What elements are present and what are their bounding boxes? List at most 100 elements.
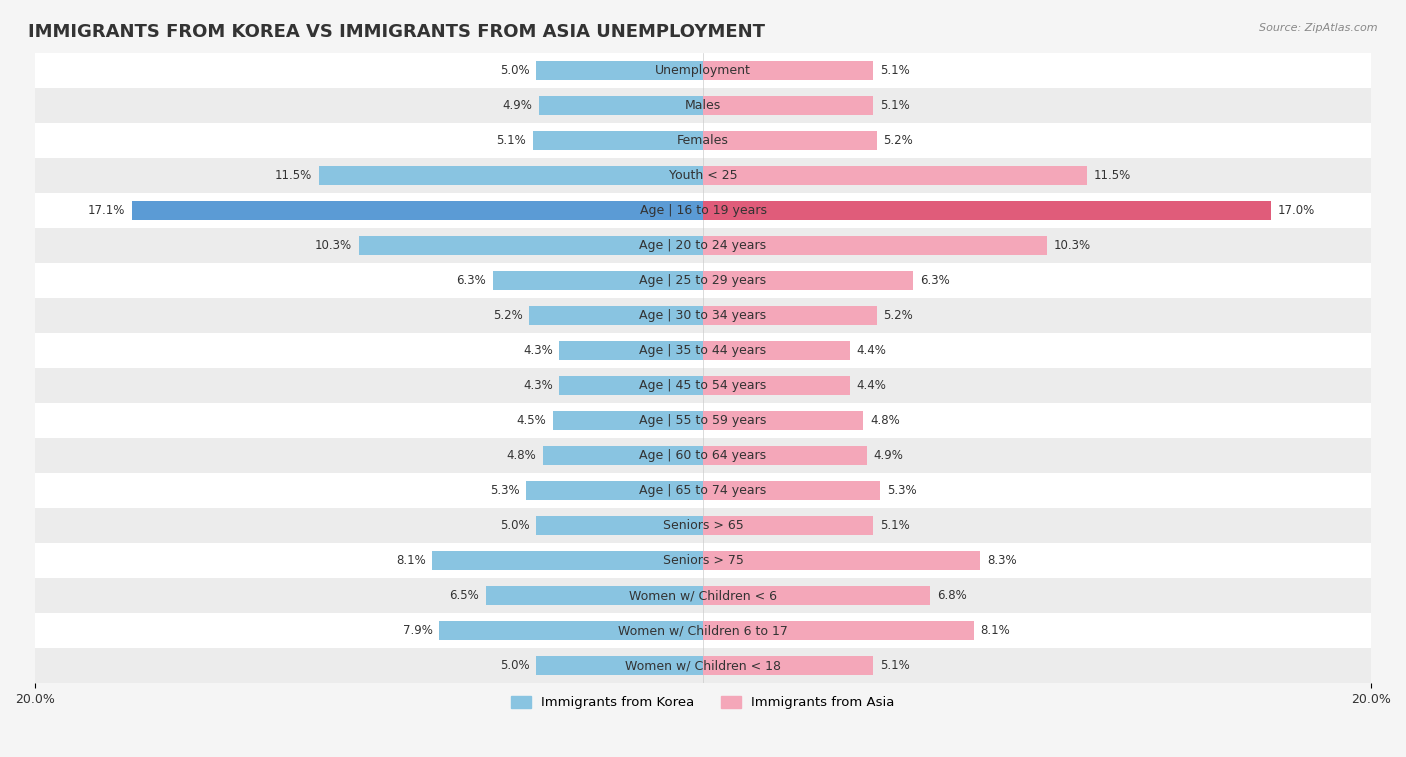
Bar xyxy=(703,656,873,675)
Text: Age | 16 to 19 years: Age | 16 to 19 years xyxy=(640,204,766,217)
Text: Females: Females xyxy=(678,134,728,147)
Text: 4.4%: 4.4% xyxy=(856,344,887,357)
Text: 5.2%: 5.2% xyxy=(883,309,912,322)
Text: 5.3%: 5.3% xyxy=(489,484,519,497)
Bar xyxy=(359,236,703,255)
Bar xyxy=(529,306,703,326)
Text: 4.3%: 4.3% xyxy=(523,379,553,392)
Text: Males: Males xyxy=(685,99,721,112)
Text: 17.0%: 17.0% xyxy=(1278,204,1315,217)
Text: 5.2%: 5.2% xyxy=(883,134,912,147)
Text: 5.1%: 5.1% xyxy=(496,134,526,147)
Bar xyxy=(35,333,1371,368)
Bar xyxy=(35,578,1371,613)
Bar xyxy=(35,123,1371,158)
Bar xyxy=(533,131,703,150)
Text: 8.3%: 8.3% xyxy=(987,554,1017,567)
Text: IMMIGRANTS FROM KOREA VS IMMIGRANTS FROM ASIA UNEMPLOYMENT: IMMIGRANTS FROM KOREA VS IMMIGRANTS FROM… xyxy=(28,23,765,41)
Text: 4.9%: 4.9% xyxy=(873,449,903,463)
Text: 8.1%: 8.1% xyxy=(396,554,426,567)
Bar xyxy=(703,516,873,535)
Text: 17.1%: 17.1% xyxy=(87,204,125,217)
Bar xyxy=(536,61,703,80)
Bar xyxy=(703,201,1271,220)
Text: 11.5%: 11.5% xyxy=(276,169,312,182)
Text: 5.0%: 5.0% xyxy=(499,659,529,672)
Text: Age | 55 to 59 years: Age | 55 to 59 years xyxy=(640,414,766,427)
Bar xyxy=(703,481,880,500)
Text: Age | 45 to 54 years: Age | 45 to 54 years xyxy=(640,379,766,392)
Bar xyxy=(439,621,703,640)
Bar xyxy=(553,411,703,430)
Text: Age | 20 to 24 years: Age | 20 to 24 years xyxy=(640,239,766,252)
Text: 4.9%: 4.9% xyxy=(503,99,533,112)
Bar xyxy=(132,201,703,220)
Text: Women w/ Children 6 to 17: Women w/ Children 6 to 17 xyxy=(619,625,787,637)
Text: 4.3%: 4.3% xyxy=(523,344,553,357)
Text: 4.8%: 4.8% xyxy=(506,449,536,463)
Text: 4.8%: 4.8% xyxy=(870,414,900,427)
Text: 4.5%: 4.5% xyxy=(516,414,546,427)
Text: Age | 60 to 64 years: Age | 60 to 64 years xyxy=(640,449,766,463)
Text: 10.3%: 10.3% xyxy=(315,239,353,252)
Bar xyxy=(433,551,703,570)
Text: 5.1%: 5.1% xyxy=(880,99,910,112)
Bar xyxy=(560,376,703,395)
Text: 5.1%: 5.1% xyxy=(880,659,910,672)
Text: Seniors > 75: Seniors > 75 xyxy=(662,554,744,567)
Bar xyxy=(703,166,1087,185)
Text: 6.3%: 6.3% xyxy=(456,274,486,287)
Bar xyxy=(35,228,1371,263)
Bar xyxy=(536,516,703,535)
Text: 11.5%: 11.5% xyxy=(1094,169,1130,182)
Text: 5.0%: 5.0% xyxy=(499,64,529,77)
Bar xyxy=(35,158,1371,193)
Text: Seniors > 65: Seniors > 65 xyxy=(662,519,744,532)
Text: 5.3%: 5.3% xyxy=(887,484,917,497)
Bar xyxy=(35,193,1371,228)
Bar xyxy=(543,446,703,466)
Bar xyxy=(486,586,703,606)
Bar xyxy=(703,621,973,640)
Text: Unemployment: Unemployment xyxy=(655,64,751,77)
Bar xyxy=(35,88,1371,123)
Bar xyxy=(540,95,703,115)
Bar xyxy=(703,411,863,430)
Bar xyxy=(703,586,931,606)
Bar xyxy=(319,166,703,185)
Bar xyxy=(35,53,1371,88)
Bar xyxy=(703,61,873,80)
Bar xyxy=(703,551,980,570)
Text: 6.5%: 6.5% xyxy=(450,589,479,603)
Bar xyxy=(35,403,1371,438)
Text: Age | 25 to 29 years: Age | 25 to 29 years xyxy=(640,274,766,287)
Text: Age | 35 to 44 years: Age | 35 to 44 years xyxy=(640,344,766,357)
Text: 5.1%: 5.1% xyxy=(880,64,910,77)
Text: 4.4%: 4.4% xyxy=(856,379,887,392)
Bar xyxy=(536,656,703,675)
Bar xyxy=(703,131,877,150)
Bar xyxy=(703,341,851,360)
Text: 5.0%: 5.0% xyxy=(499,519,529,532)
Bar xyxy=(35,613,1371,648)
Text: 5.2%: 5.2% xyxy=(494,309,523,322)
Text: Women w/ Children < 18: Women w/ Children < 18 xyxy=(626,659,780,672)
Bar xyxy=(703,236,1047,255)
Text: 10.3%: 10.3% xyxy=(1053,239,1091,252)
Bar xyxy=(35,438,1371,473)
Text: 8.1%: 8.1% xyxy=(980,625,1010,637)
Bar xyxy=(703,95,873,115)
Bar xyxy=(703,271,914,290)
Text: 7.9%: 7.9% xyxy=(402,625,433,637)
Legend: Immigrants from Korea, Immigrants from Asia: Immigrants from Korea, Immigrants from A… xyxy=(506,690,900,715)
Text: Youth < 25: Youth < 25 xyxy=(669,169,737,182)
Bar xyxy=(35,473,1371,508)
Text: Age | 65 to 74 years: Age | 65 to 74 years xyxy=(640,484,766,497)
Bar xyxy=(526,481,703,500)
Bar xyxy=(35,648,1371,684)
Bar xyxy=(35,298,1371,333)
Bar xyxy=(35,368,1371,403)
Bar xyxy=(35,508,1371,544)
Bar xyxy=(703,446,866,466)
Bar xyxy=(560,341,703,360)
